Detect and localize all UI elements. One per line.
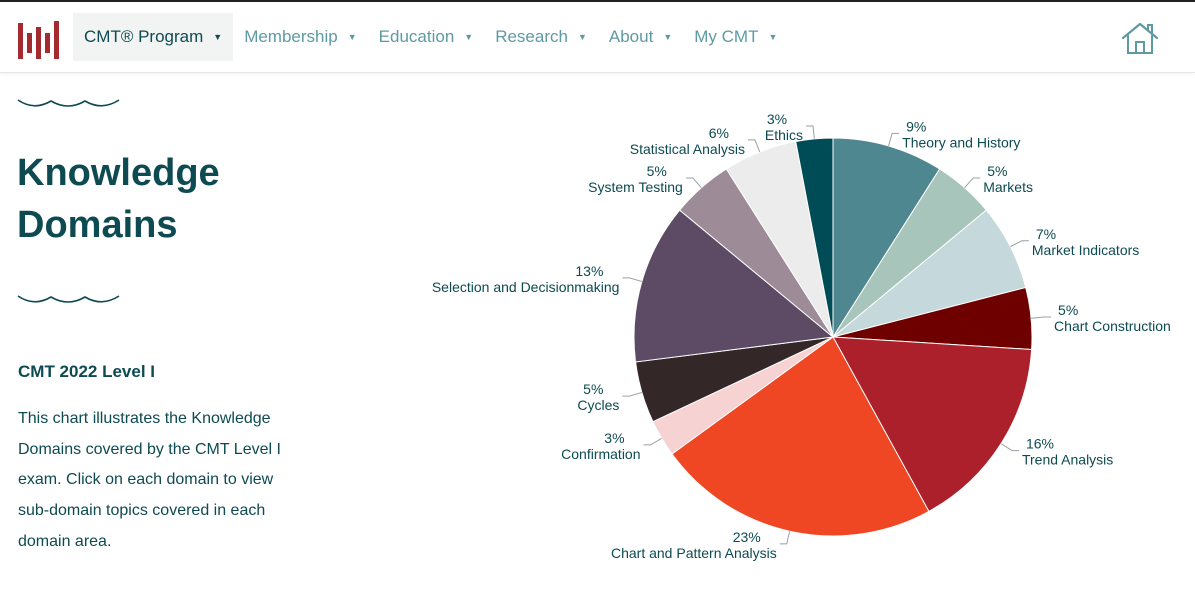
pie-slice-selection-and-decisionmaking[interactable] bbox=[633, 209, 835, 363]
caret-down-icon: ▼ bbox=[768, 31, 778, 42]
slice-label-chart-and-pattern-analysis: Chart and Pattern Analysis bbox=[611, 545, 777, 561]
slice-percent-confirmation: 3% bbox=[604, 430, 624, 446]
slice-label-cycles: Cycles bbox=[577, 397, 619, 413]
caret-down-icon: ▼ bbox=[213, 31, 223, 42]
nav-my-cmt-label: My CMT bbox=[694, 27, 759, 46]
slice-label-confirmation: Confirmation bbox=[561, 446, 640, 462]
top-navigation-bar: CMT® Program ▼ Membership ▼ Education ▼ … bbox=[0, 2, 1195, 73]
leader-line-chart-construction bbox=[1031, 316, 1052, 319]
chart-description: This chart illustrates the Knowledge Dom… bbox=[18, 410, 281, 550]
slice-label-selection-and-decisionmaking: Selection and Decisionmaking bbox=[432, 279, 620, 295]
slice-percent-system-testing: 5% bbox=[647, 163, 667, 179]
main-menu: CMT® Program ▼ Membership ▼ Education ▼ … bbox=[73, 13, 788, 61]
leader-line-market-indicators bbox=[1010, 240, 1029, 248]
nav-cmt-program[interactable]: CMT® Program ▼ bbox=[73, 13, 234, 61]
wave-divider-icon bbox=[17, 295, 120, 303]
page-title-line-2: Domains bbox=[17, 204, 178, 246]
caret-down-icon: ▼ bbox=[577, 31, 587, 42]
slice-percent-market-indicators: 7% bbox=[1036, 226, 1056, 242]
leader-line-system-testing bbox=[685, 177, 702, 189]
leader-line-statistical-analysis bbox=[747, 139, 761, 153]
cmt-bars-logo-icon[interactable] bbox=[17, 19, 65, 59]
pie-slice-chart-and-pattern-analysis[interactable] bbox=[671, 336, 930, 537]
slice-label-markets: Markets bbox=[983, 179, 1033, 195]
leader-line-trend-analysis bbox=[1000, 443, 1019, 452]
home-icon[interactable] bbox=[1121, 21, 1159, 55]
slice-percent-markets: 5% bbox=[987, 163, 1007, 179]
nav-education-label: Education bbox=[378, 27, 455, 46]
slice-percent-chart-construction: 5% bbox=[1058, 302, 1078, 318]
top-border bbox=[0, 0, 1195, 2]
leader-line-selection-and-decisionmaking bbox=[622, 277, 643, 282]
nav-about[interactable]: About ▼ bbox=[598, 13, 683, 61]
nav-about-label: About bbox=[608, 27, 654, 46]
slice-label-trend-analysis: Trend Analysis bbox=[1022, 452, 1113, 468]
leader-line-cycles bbox=[622, 392, 643, 397]
leader-line-chart-and-pattern-analysis bbox=[779, 531, 791, 545]
slice-percent-trend-analysis: 16% bbox=[1026, 436, 1054, 452]
nav-cmt-program-label: CMT® Program bbox=[84, 27, 204, 46]
slice-percent-statistical-analysis: 6% bbox=[709, 125, 729, 141]
slice-percent-cycles: 5% bbox=[583, 381, 603, 397]
caret-down-icon: ▼ bbox=[347, 31, 357, 42]
page-title-line-1: Knowledge bbox=[17, 152, 220, 194]
nav-membership[interactable]: Membership ▼ bbox=[233, 13, 367, 61]
slice-label-ethics: Ethics bbox=[765, 127, 803, 143]
slice-percent-ethics: 3% bbox=[767, 111, 787, 127]
leader-line-confirmation bbox=[643, 437, 662, 446]
wave-divider-icon bbox=[17, 99, 120, 107]
leader-line-ethics bbox=[806, 125, 815, 139]
slice-label-statistical-analysis: Statistical Analysis bbox=[630, 141, 745, 157]
slice-label-system-testing: System Testing bbox=[588, 179, 683, 195]
nav-research[interactable]: Research ▼ bbox=[484, 13, 598, 61]
slice-percent-theory-and-history: 9% bbox=[906, 118, 926, 134]
chart-subtitle: CMT 2022 Level I bbox=[18, 362, 156, 381]
slice-percent-selection-and-decisionmaking: 13% bbox=[575, 263, 603, 279]
nav-my-cmt[interactable]: My CMT ▼ bbox=[683, 13, 788, 61]
slice-label-theory-and-history: Theory and History bbox=[902, 134, 1020, 150]
slice-label-chart-construction: Chart Construction bbox=[1054, 318, 1171, 334]
leader-line-theory-and-history bbox=[888, 132, 900, 147]
nav-research-label: Research bbox=[495, 27, 568, 46]
pie-slice-trend-analysis[interactable] bbox=[832, 336, 1033, 513]
slice-label-market-indicators: Market Indicators bbox=[1032, 242, 1139, 258]
caret-down-icon: ▼ bbox=[464, 31, 474, 42]
nav-education[interactable]: Education ▼ bbox=[368, 13, 485, 61]
caret-down-icon: ▼ bbox=[663, 31, 673, 42]
slice-percent-chart-and-pattern-analysis: 23% bbox=[733, 529, 761, 545]
leader-line-markets bbox=[964, 177, 981, 189]
nav-membership-label: Membership bbox=[244, 27, 338, 46]
page-title: Knowledge Domains bbox=[17, 147, 220, 251]
